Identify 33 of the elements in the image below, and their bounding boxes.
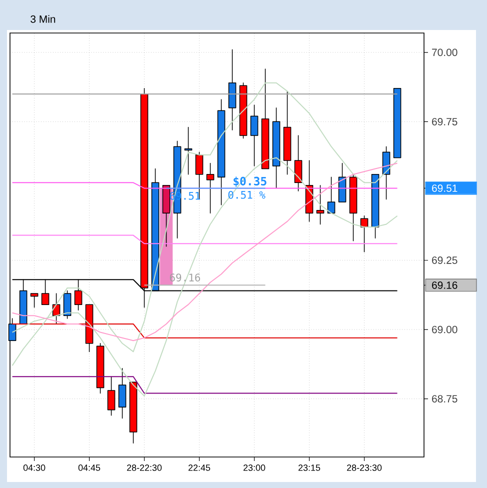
annotation: $0.35: [234, 176, 266, 187]
x-tick-label: 23:00: [244, 464, 266, 471]
candlestick: [118, 368, 126, 419]
x-tick-label: 28-23:30: [347, 464, 382, 471]
candlestick: [96, 343, 104, 394]
candlestick: [272, 107, 280, 189]
y-tick-label: 69.75: [432, 118, 458, 126]
y-tick-label: 69.25: [432, 256, 458, 264]
y-tick-label: 69.51: [432, 184, 458, 192]
candlestick: [162, 185, 170, 247]
candlestick: [349, 174, 358, 242]
x-tick-label: 22:45: [188, 464, 210, 471]
x-tick-label: 04:45: [78, 464, 100, 471]
annotation: 0.51 %: [228, 190, 266, 199]
x-tick-label: 04:30: [23, 464, 46, 471]
candlestick: [63, 290, 72, 319]
y-tick-label: 69.16: [432, 281, 458, 289]
chart-title: 3 Min: [30, 15, 56, 23]
candlestick: [393, 88, 402, 158]
candlestick: [129, 382, 138, 444]
y-tick-label: 68.75: [432, 395, 458, 403]
candlestick: [250, 104, 258, 166]
candlestick: [261, 68, 270, 170]
candlestick: [371, 174, 380, 238]
candlestick: [239, 82, 248, 139]
candlestick: [217, 99, 226, 206]
candlestick: [107, 376, 116, 416]
y-tick-label: 70.00: [432, 48, 458, 56]
x-tick-label: 23:15: [298, 464, 320, 471]
y-tick-label: 69.00: [432, 326, 458, 334]
candlestick: [283, 90, 292, 175]
x-tick-label: 28-22:30: [127, 464, 162, 471]
candlestick: [30, 293, 38, 308]
